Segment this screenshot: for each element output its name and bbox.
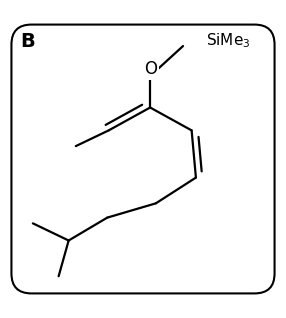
Text: O: O: [144, 60, 157, 78]
Text: B: B: [20, 32, 35, 51]
Text: SiMe$_3$: SiMe$_3$: [206, 32, 251, 51]
